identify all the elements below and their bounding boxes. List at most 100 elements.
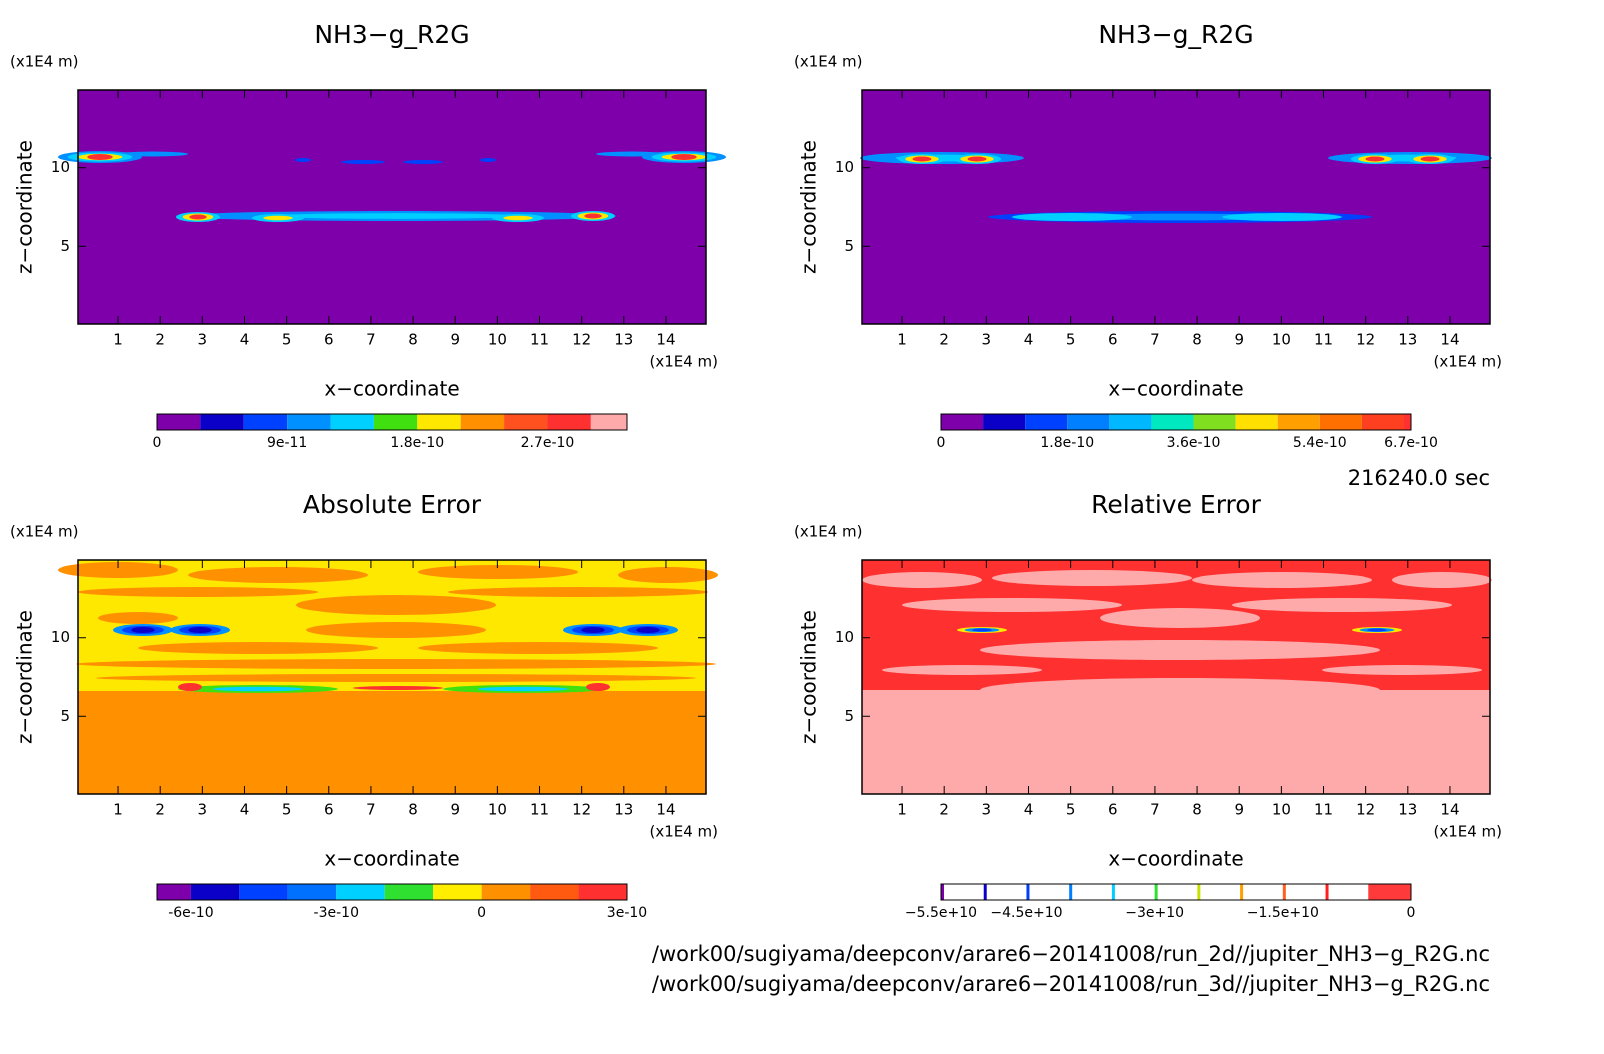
colorbar-segment: [373, 414, 418, 430]
colorbar-tick-label: −1.5e+10: [1247, 905, 1319, 921]
colorbar-segment: [1368, 884, 1411, 900]
x-tick-label: 12: [572, 801, 591, 819]
colorbar-stripe: [1069, 884, 1073, 900]
panel: Absolute Error (x1E4 m) (x1E4 m) x−coordina…: [10, 490, 718, 921]
contour-region: [503, 215, 533, 221]
x-tick-label: 9: [1234, 801, 1244, 819]
x-tick-label: 14: [656, 801, 675, 819]
x-tick-label: 12: [1356, 331, 1375, 349]
contour-region: [98, 612, 178, 624]
x-tick-label: 1: [113, 331, 123, 349]
colorbar-segment: [1319, 414, 1362, 430]
colorbar-segment: [983, 884, 1027, 900]
contour-region: [882, 665, 1042, 675]
plot-frame: [77, 89, 707, 325]
contour-region: [78, 90, 706, 324]
colorbar-tick-label: 0: [937, 435, 946, 451]
colorbar-stripe: [1325, 884, 1329, 900]
contour-region: [480, 158, 496, 162]
x-tick-label: 12: [572, 331, 591, 349]
colorbar-segment: [1026, 884, 1070, 900]
colorbar-stripe: [941, 884, 944, 900]
colorbar-tick-label: 3e-10: [607, 905, 647, 921]
x-tick-label: 7: [1150, 331, 1160, 349]
y-tick-label: 10: [51, 158, 70, 176]
x-tick-label: 10: [488, 801, 507, 819]
plot-frame: [77, 559, 707, 795]
x-tick-label: 14: [1440, 801, 1459, 819]
x-tick-label: 5: [282, 331, 292, 349]
x-tick-label: 2: [155, 331, 165, 349]
x-tick-label: 11: [1314, 801, 1333, 819]
contour-region: [1012, 213, 1132, 221]
contour-region: [78, 587, 318, 597]
plot-frame: [861, 559, 1491, 795]
y-axis-label: z−coordinate: [13, 610, 37, 744]
y-tick-label: 10: [835, 628, 854, 646]
contour-region: [58, 562, 178, 578]
contour-region: [189, 214, 207, 220]
colorbar-frame: [940, 883, 1412, 901]
colorbar-tick-label: 0: [153, 435, 162, 451]
colorbar-segment: [1193, 414, 1236, 430]
contour-region: [862, 690, 1490, 794]
contour-region: [403, 160, 443, 164]
y-axis-label: z−coordinate: [13, 140, 37, 274]
contour-region: [188, 627, 212, 633]
x-tick-label: 5: [282, 801, 292, 819]
x-axis-label: x−coordinate: [324, 847, 459, 871]
contour-region: [1367, 628, 1387, 632]
contour-region: [862, 90, 1490, 324]
x-tick-label: 4: [240, 331, 250, 349]
colorbar-segment: [941, 884, 984, 900]
y-tick-label: 5: [844, 707, 854, 725]
x-tick-label: 7: [366, 801, 376, 819]
x-tick-label: 6: [1108, 801, 1118, 819]
panel-title: NH3−g_R2G: [1098, 20, 1253, 49]
colorbar-segment: [590, 414, 627, 430]
contour-region: [1392, 572, 1492, 588]
colorbar-segment: [578, 884, 627, 900]
colorbar-segment: [1235, 414, 1278, 430]
contour-region: [1232, 598, 1452, 612]
contour-region: [448, 587, 708, 597]
x-tick-label: 6: [324, 331, 334, 349]
colorbar-stripe: [1111, 884, 1115, 900]
panel: NH3−g_R2G (x1E4 m) (x1E4 m) x−coordinate z−c…: [10, 20, 726, 451]
colorbar-tick-label: 1.8e-10: [1040, 435, 1094, 451]
colorbar-stripe: [1026, 884, 1030, 900]
colorbar-segment: [200, 414, 244, 430]
colorbar-segment: [1067, 414, 1110, 430]
colorbar-tick-label: −3e+10: [1125, 905, 1184, 921]
x-tick-label: 1: [897, 801, 907, 819]
colorbar-segment: [941, 414, 984, 430]
colorbar-tick-label: 6.7e-10: [1384, 435, 1438, 451]
x-tick-label: 5: [1066, 801, 1076, 819]
x-axis-label: x−coordinate: [1108, 377, 1243, 401]
contour-region: [1365, 156, 1385, 162]
colorbar-segment: [460, 414, 505, 430]
colorbar-segment: [243, 414, 288, 430]
x-tick-label: 6: [324, 801, 334, 819]
contour-region: [78, 691, 706, 794]
colorbar-segment: [330, 414, 374, 430]
y-tick-label: 10: [51, 628, 70, 646]
colorbar-stripe: [1197, 884, 1201, 900]
y-tick-label: 5: [60, 237, 70, 255]
y-unit: (x1E4 m): [794, 523, 863, 541]
colorbar-segment: [1025, 414, 1068, 430]
x-tick-label: 13: [614, 801, 633, 819]
colorbar-segment: [1197, 884, 1241, 900]
x-tick-label: 11: [530, 801, 549, 819]
colorbar-segment: [287, 884, 337, 900]
x-tick-label: 3: [198, 801, 208, 819]
contour-region: [188, 567, 368, 583]
x-tick-label: 4: [240, 801, 250, 819]
colorbar-tick-label: −4.5e+10: [990, 905, 1062, 921]
colorbar-stripe: [1240, 884, 1244, 900]
contour-region: [306, 622, 486, 638]
contour-region: [972, 628, 992, 632]
colorbar-segment: [336, 884, 385, 900]
x-tick-label: 3: [982, 801, 992, 819]
colorbar-frame: [156, 413, 628, 431]
